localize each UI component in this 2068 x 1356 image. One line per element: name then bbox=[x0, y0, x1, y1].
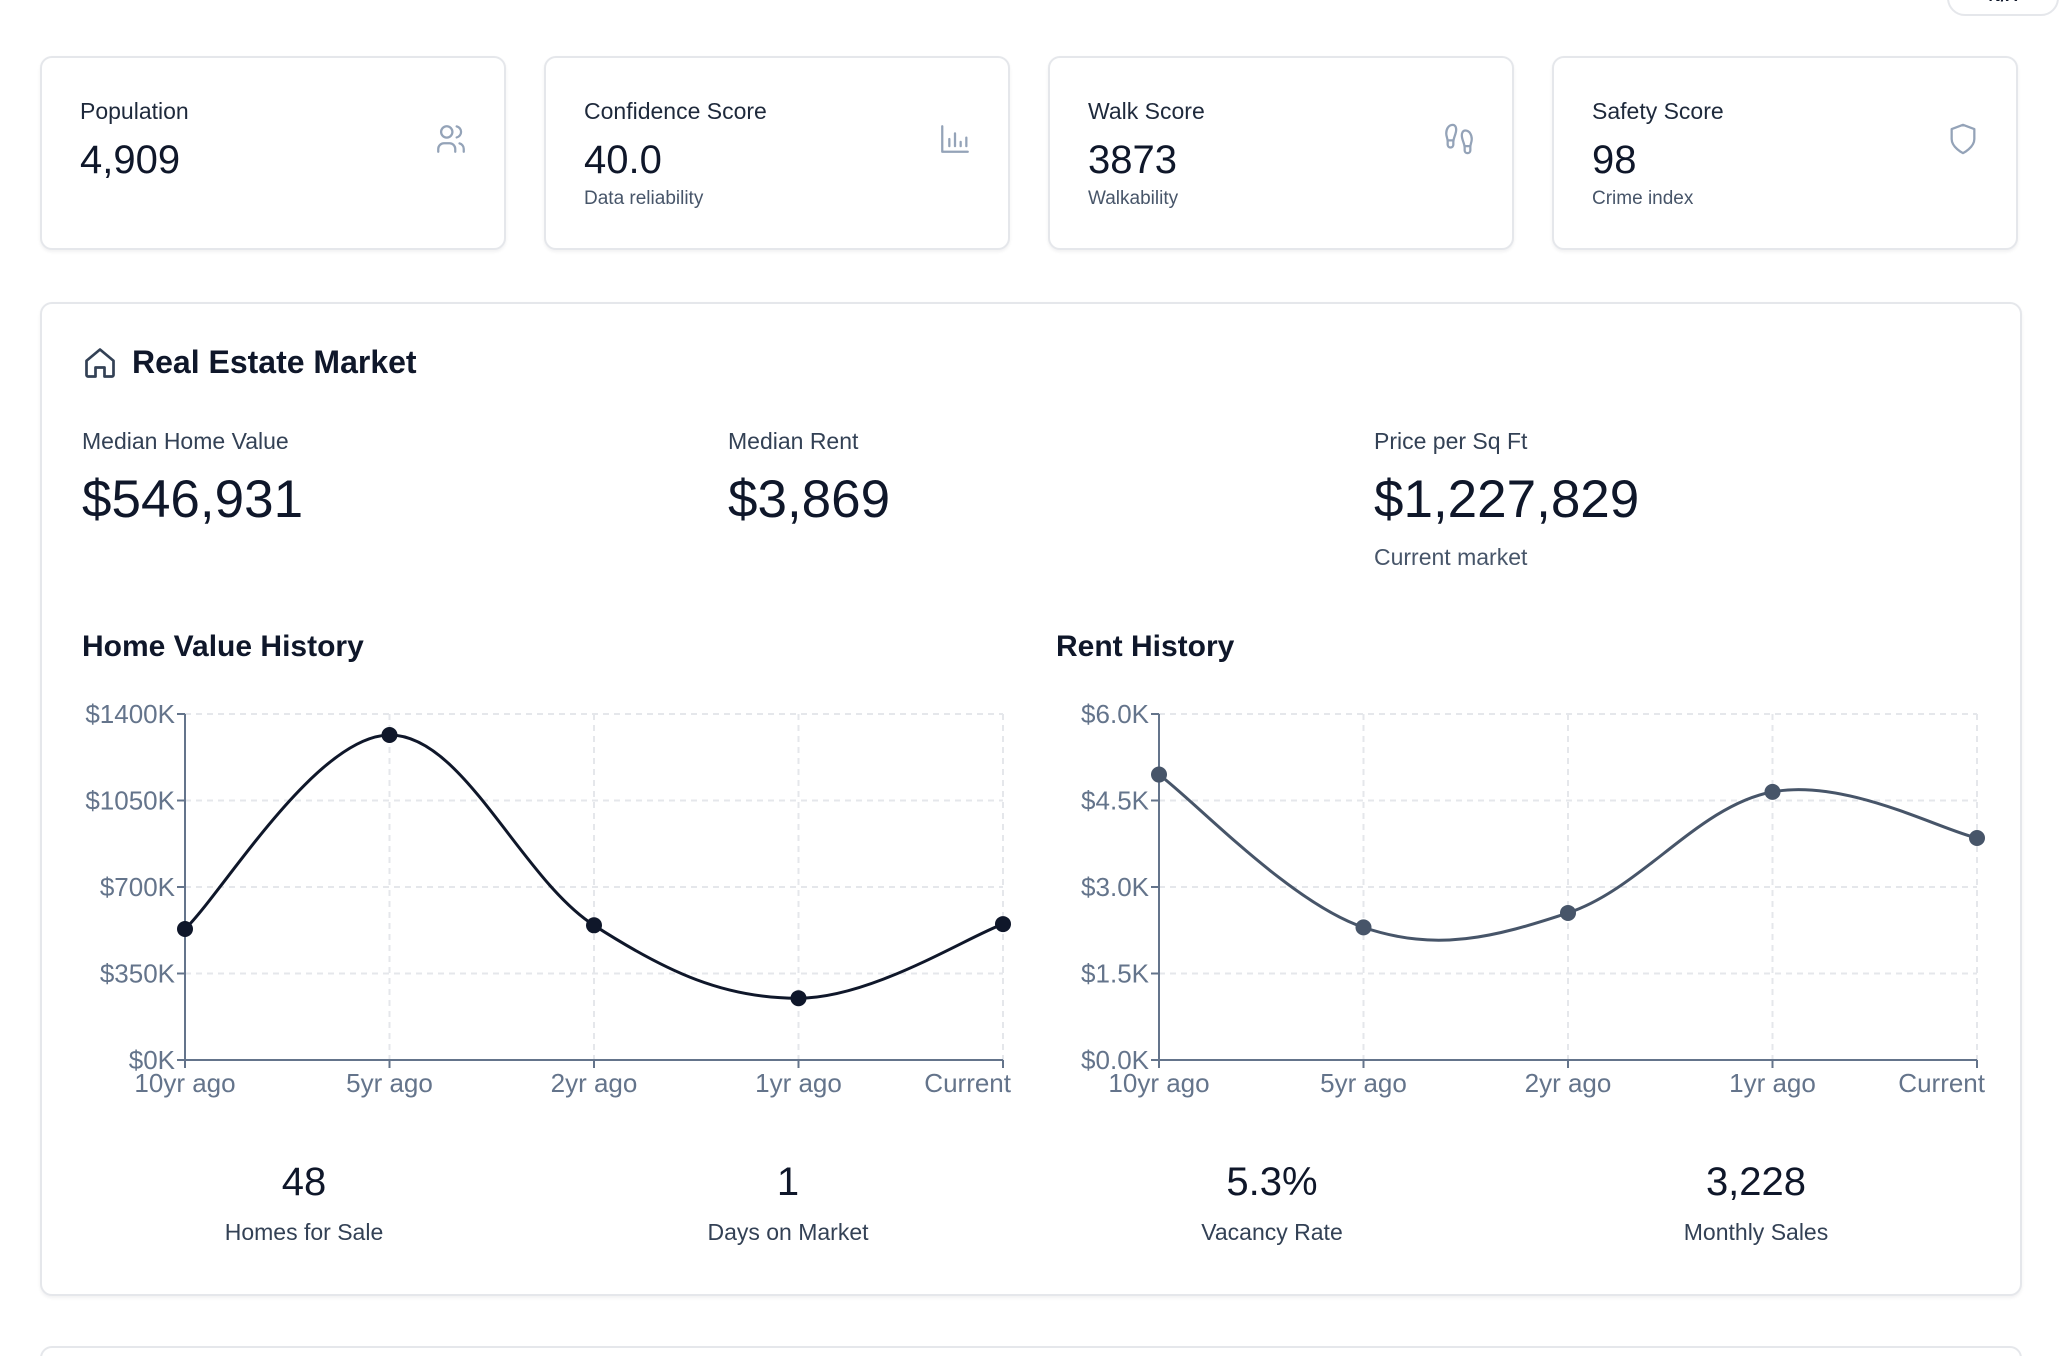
bottom-stat-value: 1 bbox=[776, 1160, 800, 1204]
data-point bbox=[1764, 783, 1781, 800]
data-point bbox=[1151, 766, 1167, 783]
home-value-chart: $0K $350K $700K $1050K $1400K 10yr ago 5yr ago… bbox=[85, 699, 1011, 1098]
stat-sub: Data reliability bbox=[584, 188, 704, 209]
x-tick-label: 1yr ago bbox=[1729, 1068, 1816, 1098]
data-point bbox=[1560, 904, 1576, 921]
stat-label: Confidence Score bbox=[584, 98, 767, 124]
stat-sub: Crime index bbox=[1592, 188, 1694, 209]
bottom-stat-label: Monthly Sales bbox=[1683, 1219, 1829, 1245]
stat-card-safety: Safety Score 98 Crime index bbox=[1552, 56, 2018, 250]
stat-homes-for-sale: 48 Homes for Sale bbox=[104, 1160, 504, 1246]
x-tick-label: 1yr ago bbox=[755, 1068, 842, 1098]
stat-label: Walk Score bbox=[1088, 98, 1205, 124]
metric-value: $3,869 bbox=[728, 470, 891, 529]
x-tick-label: 2yr ago bbox=[551, 1068, 638, 1098]
bottom-stat-value: 5.3% bbox=[1226, 1160, 1318, 1204]
x-tick-label: 5yr ago bbox=[346, 1068, 433, 1098]
bottom-stat-value: 48 bbox=[281, 1160, 327, 1204]
x-tick-label: 5yr ago bbox=[1320, 1068, 1407, 1098]
data-point bbox=[1355, 919, 1372, 936]
bottom-stat-label: Days on Market bbox=[707, 1219, 869, 1245]
metric-label: Price per Sq Ft bbox=[1374, 428, 1528, 454]
stat-value: 4,909 bbox=[80, 138, 181, 182]
x-tick-label: Current bbox=[1898, 1068, 1985, 1098]
home-value-chart-title: Home Value History bbox=[82, 630, 364, 663]
stat-monthly-sales: 3,228 Monthly Sales bbox=[1556, 1160, 1956, 1246]
status-badge: N/A bbox=[1947, 0, 2059, 16]
stat-value: 40.0 bbox=[584, 138, 662, 182]
bottom-stat-label: Vacancy Rate bbox=[1201, 1219, 1343, 1245]
y-tick-label: $6.0K bbox=[1081, 699, 1150, 729]
data-point bbox=[1969, 829, 1985, 846]
y-tick-label: $1050K bbox=[85, 786, 175, 816]
stat-card-walk: Walk Score 3873 Walkability bbox=[1048, 56, 1514, 250]
y-tick-label: $0.0K bbox=[1081, 1045, 1150, 1075]
section-title: Real Estate Market bbox=[132, 344, 417, 380]
data-point bbox=[790, 990, 807, 1007]
x-tick-label: Current bbox=[924, 1068, 1011, 1098]
stat-sub: Walkability bbox=[1088, 188, 1179, 209]
y-tick-label: $0K bbox=[129, 1045, 176, 1075]
series-line bbox=[183, 733, 1004, 1000]
metric-price-per-sqft: Price per Sq Ft $1,227,829 Current marke… bbox=[1374, 428, 1639, 571]
rent-chart-title: Rent History bbox=[1056, 630, 1235, 663]
x-tick-label: 10yr ago bbox=[1108, 1068, 1209, 1098]
users-icon bbox=[437, 125, 465, 153]
bottom-stat-value: 3,228 bbox=[1705, 1160, 1807, 1204]
stat-card-confidence: Confidence Score 40.0 Data reliability bbox=[544, 56, 1010, 250]
rent-chart: $0.0K $1.5K $3.0K $4.5K $6.0K 10yr ago 5yr ago… bbox=[1081, 699, 1986, 1098]
y-tick-label: $700K bbox=[100, 872, 176, 902]
metric-value: $1,227,829 bbox=[1374, 470, 1640, 529]
bar-chart-icon bbox=[941, 125, 969, 153]
y-tick-label: $1.5K bbox=[1081, 959, 1150, 989]
stat-days-on-market: 1 Days on Market bbox=[588, 1160, 988, 1246]
stat-value: 98 bbox=[1592, 138, 1637, 182]
metric-value: $546,931 bbox=[82, 470, 304, 529]
home-icon bbox=[85, 347, 115, 378]
y-tick-label: $3.0K bbox=[1081, 872, 1150, 902]
next-section-card bbox=[40, 1346, 2022, 1356]
stat-label: Population bbox=[80, 98, 189, 124]
bottom-stat-label: Homes for Sale bbox=[224, 1219, 384, 1245]
stat-card-population: Population 4,909 bbox=[40, 56, 506, 250]
shield-icon bbox=[1950, 123, 1976, 155]
data-point bbox=[995, 916, 1011, 933]
data-point bbox=[586, 917, 602, 934]
metric-median-home-value: Median Home Value $546,931 bbox=[82, 428, 303, 530]
metric-sub: Current market bbox=[1374, 544, 1528, 570]
stat-value: 3873 bbox=[1088, 138, 1177, 182]
metric-label: Median Home Value bbox=[82, 428, 289, 454]
y-tick-label: $1400K bbox=[85, 699, 175, 729]
stat-label: Safety Score bbox=[1592, 98, 1724, 124]
real-estate-market-card: Real Estate Market Median Home Value $54… bbox=[40, 302, 2022, 1296]
stat-vacancy-rate: 5.3% Vacancy Rate bbox=[1072, 1160, 1472, 1246]
data-point bbox=[177, 921, 193, 938]
x-tick-label: 10yr ago bbox=[134, 1068, 235, 1098]
y-tick-label: $350K bbox=[100, 959, 176, 989]
metric-label: Median Rent bbox=[728, 428, 859, 454]
section-header: Real Estate Market bbox=[82, 344, 417, 381]
data-point bbox=[381, 727, 398, 744]
y-tick-label: $4.5K bbox=[1081, 786, 1150, 816]
x-tick-label: 2yr ago bbox=[1525, 1068, 1612, 1098]
footprints-icon bbox=[1445, 123, 1473, 155]
metric-median-rent: Median Rent $3,869 bbox=[728, 428, 890, 530]
